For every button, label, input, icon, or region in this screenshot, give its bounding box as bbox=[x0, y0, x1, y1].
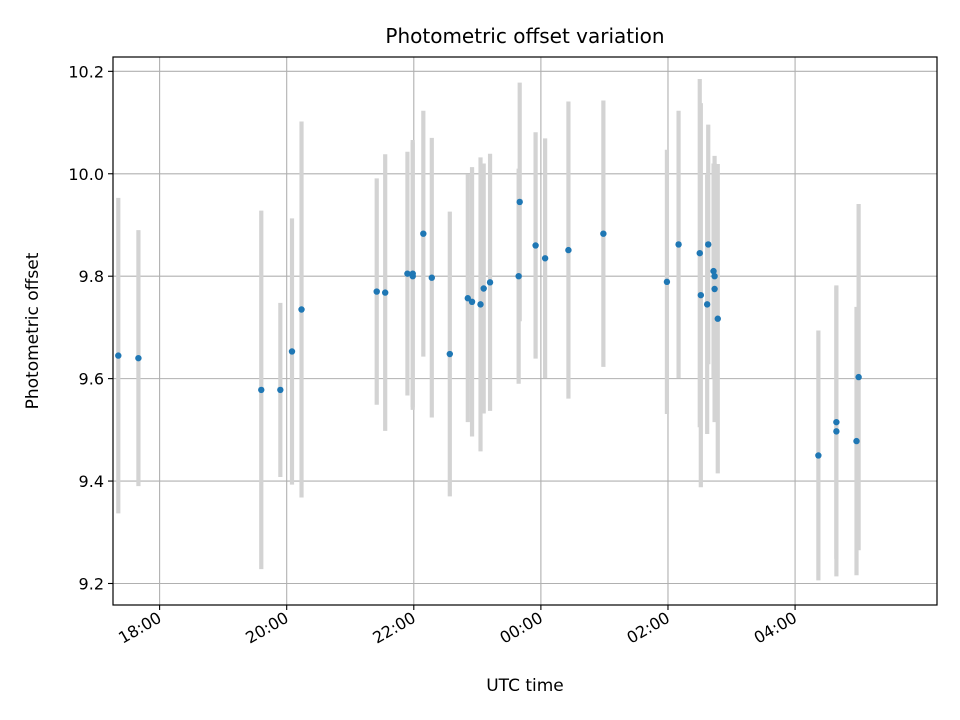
chart-title: Photometric offset variation bbox=[385, 24, 664, 48]
data-point bbox=[135, 354, 142, 362]
data-point bbox=[464, 295, 472, 302]
y-tick-label: 9.6 bbox=[79, 370, 104, 389]
y-axis-label: Photometric offset bbox=[23, 252, 43, 409]
data-point bbox=[298, 306, 305, 313]
data-points bbox=[115, 198, 862, 459]
data-point bbox=[480, 285, 487, 292]
data-point bbox=[115, 352, 122, 359]
data-point bbox=[710, 267, 717, 275]
y-tick-label: 9.2 bbox=[79, 574, 104, 593]
y-tick-label: 9.8 bbox=[79, 267, 104, 286]
data-point bbox=[486, 279, 494, 286]
data-point bbox=[373, 288, 380, 295]
data-point bbox=[404, 270, 411, 277]
data-point bbox=[381, 289, 389, 296]
data-point bbox=[446, 350, 454, 358]
data-point bbox=[258, 386, 265, 394]
data-point bbox=[277, 386, 284, 394]
x-axis-label: UTC time bbox=[486, 676, 564, 696]
data-point bbox=[853, 437, 860, 445]
data-point bbox=[516, 198, 523, 206]
data-point bbox=[703, 301, 711, 308]
data-point bbox=[565, 246, 572, 254]
data-point bbox=[696, 249, 703, 257]
data-point bbox=[714, 315, 721, 322]
data-point bbox=[711, 285, 718, 293]
data-point bbox=[711, 273, 718, 280]
y-tick-label: 9.4 bbox=[79, 472, 104, 491]
data-point bbox=[288, 348, 296, 355]
data-point bbox=[420, 230, 427, 237]
data-point bbox=[477, 301, 484, 308]
data-point bbox=[855, 373, 862, 381]
data-point bbox=[515, 273, 522, 280]
data-point bbox=[833, 418, 840, 426]
data-point bbox=[428, 274, 435, 281]
data-point bbox=[675, 241, 682, 248]
data-point bbox=[532, 242, 539, 249]
data-point bbox=[409, 270, 416, 277]
data-point bbox=[600, 230, 607, 237]
y-tick-label: 10.0 bbox=[68, 165, 104, 184]
ticks: 9.29.49.69.810.010.218:00 20:00 22:00 00:00… bbox=[68, 62, 800, 647]
y-tick-label: 10.2 bbox=[68, 62, 104, 81]
data-point bbox=[815, 452, 822, 459]
data-point bbox=[697, 291, 705, 299]
plot-frame bbox=[112, 56, 938, 606]
data-point bbox=[541, 255, 549, 262]
data-point bbox=[833, 428, 840, 435]
data-point bbox=[468, 298, 476, 306]
data-point bbox=[705, 241, 712, 248]
data-point bbox=[663, 278, 671, 286]
